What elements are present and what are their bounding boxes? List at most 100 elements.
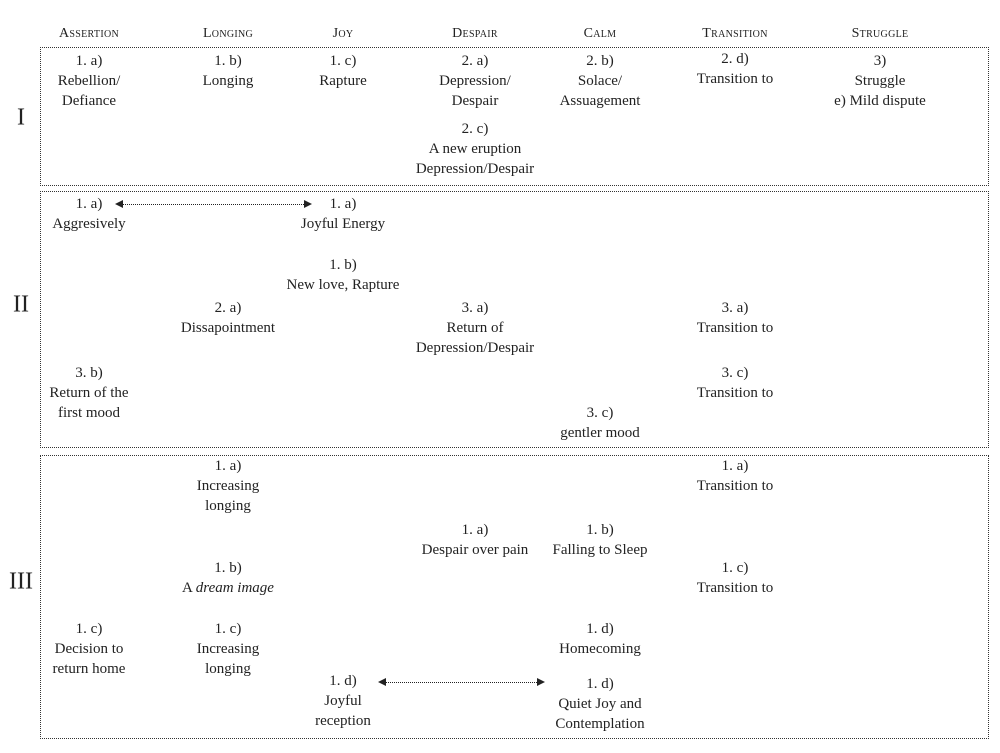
item-label: 1. d) [329,673,357,689]
item-label: 1. a) [75,53,103,69]
mood-item: 2. c) A new eruption Depression/Despair [416,119,534,179]
column-header-assertion: Assertion [59,26,119,41]
item-label: 2. c) [461,121,489,137]
item-text: Return of the [49,385,129,401]
item-text: e) Mild dispute [834,93,926,109]
item-text: Despair [451,93,499,109]
mood-item: 1. a) Aggresively [52,194,125,234]
item-text: longing [205,661,251,677]
double-arrow-connector [378,678,545,686]
item-text: Transition to [696,580,774,596]
column-header-transition: Transition [702,26,768,41]
item-label: 2. a) [461,53,489,69]
item-text: Depression/ [439,73,511,89]
item-text: Falling to Sleep [552,542,648,558]
item-text: A new eruption [428,141,522,157]
item-text: Depression/Despair [415,340,535,356]
item-label: 1. b) [586,522,614,538]
item-text: Joyful [324,693,362,709]
item-label: 2. a) [214,300,242,316]
item-text: Transition to [696,71,774,87]
item-label: 3. a) [721,300,749,316]
item-text: Depression/Despair [415,161,535,177]
item-label: 1. b) [214,53,242,69]
mood-item: 1. a) Joyful Energy [301,194,385,234]
double-arrow-connector [115,200,312,208]
mood-item: 3. b) Return of the first mood [49,363,128,423]
item-text: A dream image [182,578,274,598]
item-text: Decision to [54,641,124,657]
column-header-despair: Despair [452,26,498,41]
mood-item: 1. b) New love, Rapture [287,255,400,295]
mood-item: 1. c) Increasing longing [197,619,259,679]
mood-item: 1. a) Increasing longing [197,456,259,516]
item-label: 1. a) [721,458,749,474]
item-text: Quiet Joy and [558,696,642,712]
section-box-iii [40,455,989,739]
mood-item: 1. a) Despair over pain [422,520,529,560]
item-text-italic: dream image [195,580,274,596]
item-label: 1. a) [461,522,489,538]
item-label: 1. a) [75,196,103,212]
item-label: 1. c) [214,621,242,637]
section-box-ii [40,191,989,448]
item-label: 1. b) [214,560,242,576]
item-label: 3. b) [75,365,103,381]
item-label: 1. b) [329,257,357,273]
mood-item: 3. c) Transition to [697,363,774,403]
item-text: Despair over pain [421,542,529,558]
item-text: Assuagement [559,93,641,109]
mood-item: 3. c) gentler mood [560,403,640,443]
item-text-plain: A [182,580,196,596]
item-text: Transition to [696,320,774,336]
mood-item: 2. a) Dissapointment [181,298,275,338]
mood-item: 3) Struggle e) Mild dispute [834,51,926,111]
column-header-joy: Joy [332,26,354,41]
item-text: Increasing [196,641,260,657]
item-label: 1. c) [329,53,357,69]
item-label: 1. a) [214,458,242,474]
item-text: Dissapointment [180,320,276,336]
mood-item: 1. d) Joyful reception [315,671,371,731]
item-text: Return of [446,320,504,336]
mood-item: 1. c) Rapture [319,51,366,91]
mood-item: 3. a) Return of Depression/Despair [416,298,534,358]
mood-item: 1. b) Falling to Sleep [553,520,648,560]
item-label: 2. b) [586,53,614,69]
section-numeral: I [17,104,25,131]
item-text: return home [52,661,126,677]
mood-item: 1. b) A dream image [182,558,274,598]
item-text: Struggle [854,73,906,89]
mood-item: 1. c) Transition to [697,558,774,598]
mood-item: 1. d) Quiet Joy and Contemplation [555,674,644,734]
item-text: reception [315,713,371,729]
item-label: 3) [873,53,887,69]
item-text: longing [205,498,251,514]
item-label: 1. a) [329,196,357,212]
mood-item: 2. d) Transition to [697,49,774,89]
column-header-longing: Longing [202,26,254,41]
item-text: Increasing [196,478,260,494]
column-header-struggle: Struggle [851,26,909,41]
item-label: 1. d) [586,676,614,692]
mood-item: 1. d) Homecoming [559,619,641,659]
item-label: 1. d) [586,621,614,637]
item-text: Rebellion/ [57,73,121,89]
item-label: 1. c) [721,560,749,576]
item-label: 3. c) [721,365,749,381]
item-text: Defiance [61,93,117,109]
item-label: 1. c) [75,621,103,637]
mood-item: 2. a) Depression/Despair [439,51,511,111]
mood-item: 1. a) Rebellion/Defiance [58,51,121,111]
column-header-calm: Calm [583,26,617,41]
mood-item: 1. c) Decision to return home [53,619,126,679]
item-text: Rapture [319,73,367,89]
item-label: 3. a) [461,300,489,316]
mood-item: 2. b) Solace/Assuagement [560,51,641,111]
item-label: 3. c) [586,405,614,421]
mood-item: 3. a) Transition to [697,298,774,338]
item-label: 2. d) [721,51,749,67]
item-text: Transition to [696,385,774,401]
section-box-i [40,47,989,186]
section-numeral: III [9,568,33,595]
